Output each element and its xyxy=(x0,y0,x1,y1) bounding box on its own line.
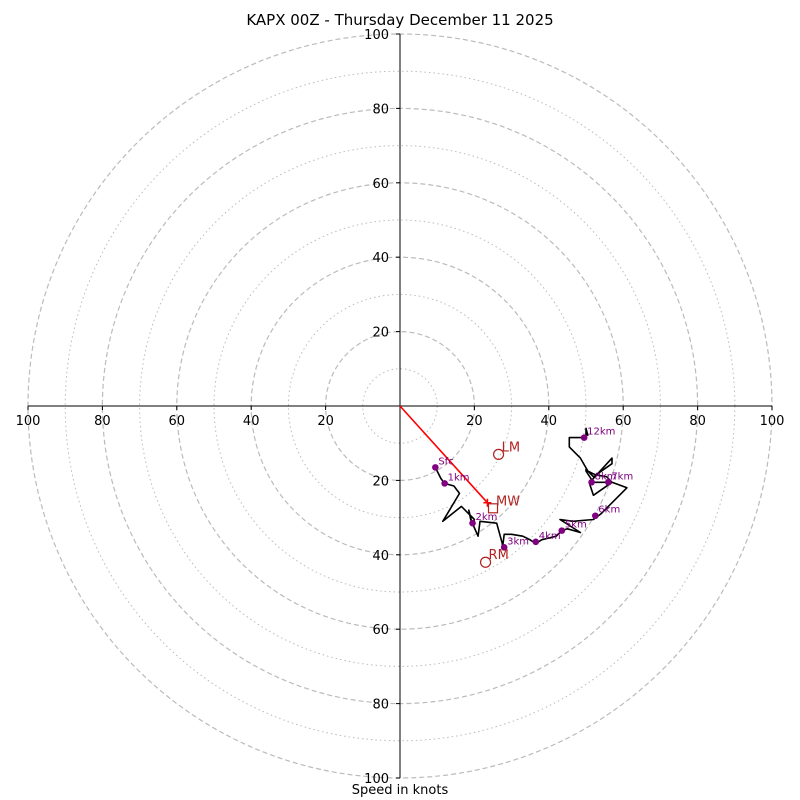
x-tick-label: 100 xyxy=(760,414,785,429)
height-marker-point xyxy=(500,544,508,551)
height-marker-point xyxy=(588,478,595,486)
y-tick-label: 80 xyxy=(372,102,389,117)
storm-motion-label: LM xyxy=(502,440,520,455)
height-marker-label: 7km xyxy=(611,471,633,482)
storm-motion-label: MW xyxy=(496,494,520,509)
storm-motion-markers: LM MW RM xyxy=(479,440,520,568)
x-tick-label: 100 xyxy=(16,414,41,429)
y-tick-label: 20 xyxy=(372,326,389,341)
x-tick-label: 60 xyxy=(615,414,632,429)
height-marker-point xyxy=(592,512,599,520)
x-tick-label: 40 xyxy=(541,414,558,429)
storm-motion-marker xyxy=(479,556,492,568)
height-marker-label: 12km xyxy=(587,427,615,438)
x-axis-label: Speed in knots xyxy=(351,783,449,798)
height-marker-point xyxy=(532,538,540,546)
chart-title: KAPX 00Z - Thursday December 11 2025 xyxy=(246,11,554,29)
height-marker-label: 1km xyxy=(448,472,470,483)
shear-vector xyxy=(399,405,489,504)
y-tick-label: 100 xyxy=(364,28,389,43)
x-tick-label: 80 xyxy=(689,414,706,429)
y-tick-label: 100 xyxy=(364,772,389,787)
height-marker-point xyxy=(441,480,448,487)
height-marker-point xyxy=(605,478,612,486)
y-tick-label: 20 xyxy=(372,474,389,489)
height-marker-point xyxy=(580,434,588,441)
storm-motion-marker xyxy=(492,448,505,460)
x-tick-label: 40 xyxy=(243,414,260,429)
height-marker-label: 6km xyxy=(598,505,620,516)
hodograph-trace xyxy=(434,427,628,551)
y-tick-label: 60 xyxy=(372,623,389,638)
height-marker-label: 5km xyxy=(565,520,587,531)
storm-motion-label: RM xyxy=(489,548,509,563)
height-marker-label: Sfc xyxy=(438,456,453,467)
height-marker-point xyxy=(558,527,566,534)
x-tick-label: 20 xyxy=(317,414,334,429)
height-marker-label: 2km xyxy=(476,512,498,523)
x-tick-label: 60 xyxy=(169,414,186,429)
height-marker-label: 3km xyxy=(507,536,529,547)
height-marker-point xyxy=(469,519,476,527)
hodograph-trace-layer xyxy=(434,427,628,551)
height-marker-point xyxy=(432,464,439,471)
y-tick-label: 40 xyxy=(372,549,389,564)
x-tick-label: 80 xyxy=(94,414,111,429)
height-marker-label: 4km xyxy=(539,531,561,542)
tick-labels: 100 80 60 40 20 20 40 60 80 100 100 80 60 40 20 20 40 60 8… xyxy=(16,28,785,787)
y-tick-label: 40 xyxy=(372,251,389,266)
y-tick-label: 60 xyxy=(372,177,389,192)
shear-vector-layer xyxy=(399,405,492,507)
shear-vector-tip xyxy=(483,498,492,507)
storm-motion-marker xyxy=(487,503,499,514)
x-tick-label: 20 xyxy=(466,414,483,429)
height-marker-label: 8km xyxy=(595,471,617,482)
y-tick-label: 80 xyxy=(372,698,389,713)
